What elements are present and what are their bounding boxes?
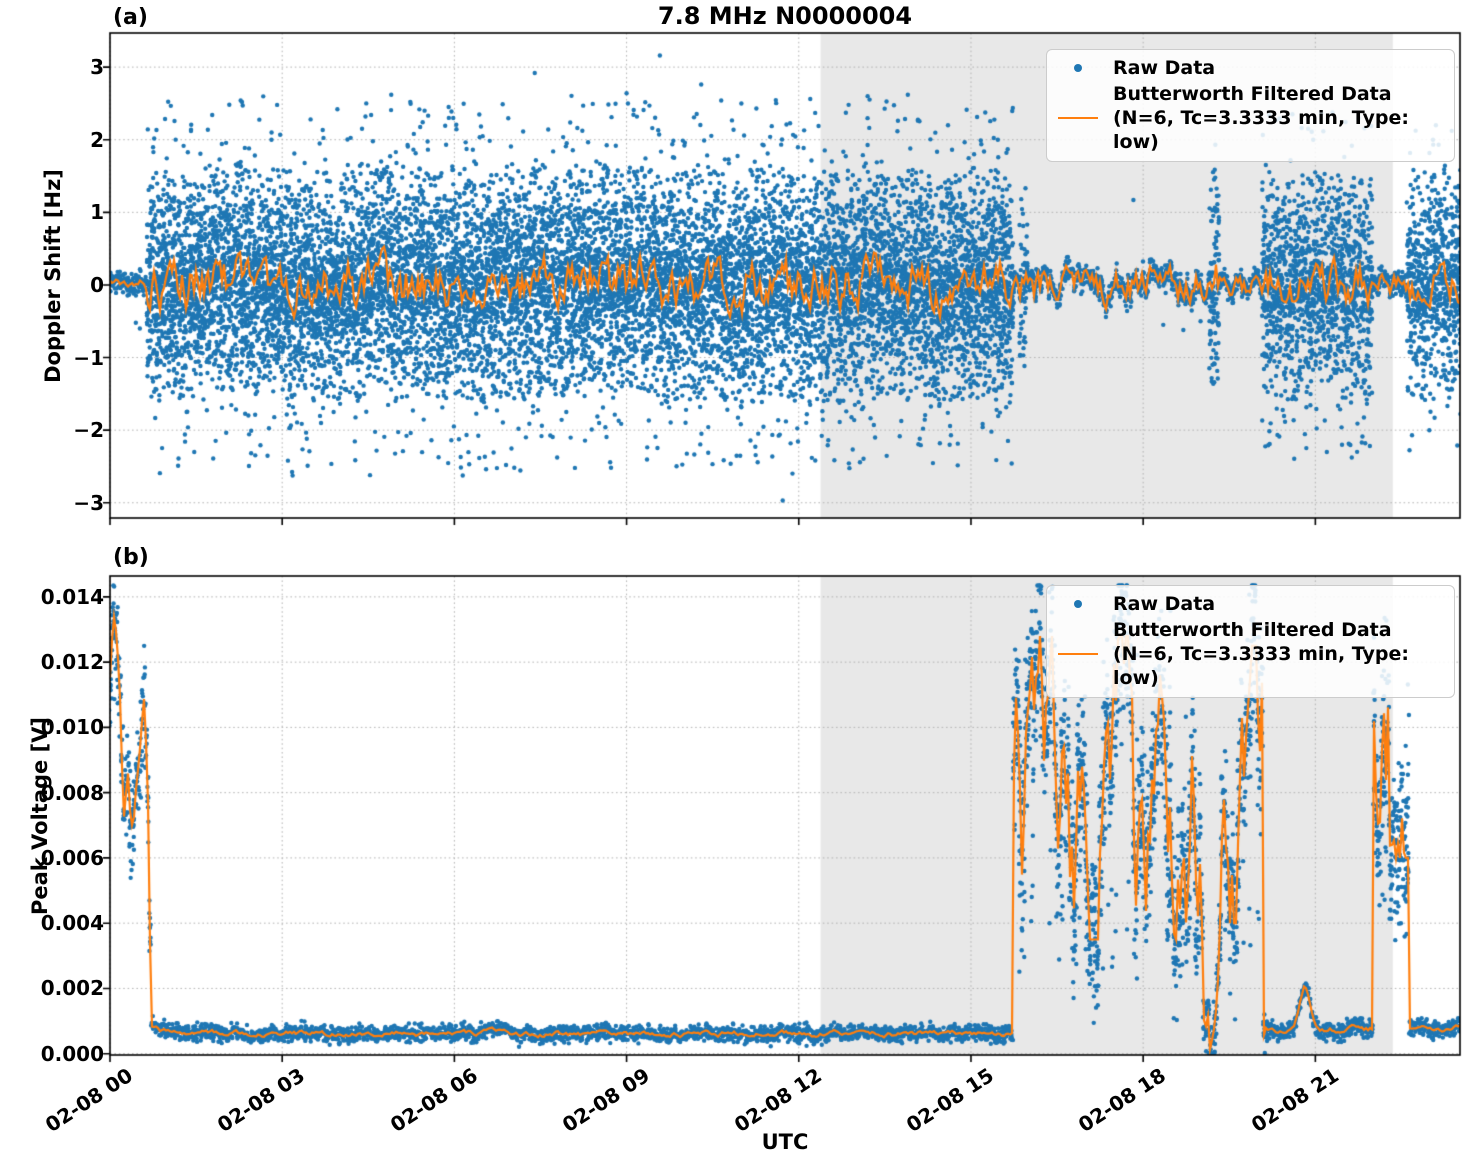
y-axis-label-voltage: Peak Voltage [V] — [28, 716, 52, 916]
legend-filtered-sublabel: (N=6, Tc=3.3333 min, Type: low) — [1113, 107, 1409, 153]
y-tick-label: −1 — [73, 345, 104, 370]
y-tick-label: 0.014 — [40, 584, 104, 609]
x-axis-label: UTC — [761, 1130, 809, 1154]
y-tick-label: 0.008 — [40, 780, 104, 805]
legend-panel-b: Raw Data Butterworth Filtered Data (N=6,… — [1046, 585, 1455, 698]
y-tick-label: 0.006 — [40, 845, 104, 870]
filtered-line-marker — [1055, 117, 1101, 119]
y-tick-label: 0.004 — [40, 911, 104, 936]
y-tick-label: 2 — [90, 127, 104, 152]
scatter-dot-icon — [1074, 600, 1082, 608]
figure-title: 7.8 MHz N0000004 — [657, 2, 913, 30]
legend-filtered-sublabel: (N=6, Tc=3.3333 min, Type: low) — [1113, 643, 1409, 689]
y-tick-label: 0.012 — [40, 650, 104, 675]
y-tick-label: 1 — [90, 200, 104, 225]
legend-filtered-label: Butterworth Filtered Data — [1113, 619, 1392, 641]
panel-a-label: (a) — [113, 5, 148, 30]
filtered-line-marker — [1055, 653, 1101, 655]
legend-entry-filtered: Butterworth Filtered Data (N=6, Tc=3.333… — [1055, 618, 1446, 690]
legend-filtered-label: Butterworth Filtered Data — [1113, 83, 1392, 105]
legend-entry-filtered: Butterworth Filtered Data (N=6, Tc=3.333… — [1055, 82, 1446, 154]
y-tick-label: 0.000 — [40, 1041, 104, 1066]
scatter-dot-icon — [1074, 64, 1082, 72]
y-tick-label: 0.002 — [40, 976, 104, 1001]
line-sample-icon — [1058, 653, 1098, 655]
panel-b-label: (b) — [113, 545, 149, 570]
legend-entry-raw: Raw Data — [1055, 592, 1446, 616]
y-tick-label: −2 — [73, 418, 104, 443]
legend-raw-label: Raw Data — [1113, 57, 1216, 79]
y-tick-label: 3 — [90, 55, 104, 80]
legend-entry-raw: Raw Data — [1055, 56, 1446, 80]
legend-panel-a: Raw Data Butterworth Filtered Data (N=6,… — [1046, 49, 1455, 162]
y-tick-label: −3 — [73, 490, 104, 515]
y-tick-label: 0.010 — [40, 715, 104, 740]
raw-data-marker — [1055, 64, 1101, 72]
legend-raw-label: Raw Data — [1113, 593, 1216, 615]
raw-data-marker — [1055, 600, 1101, 608]
line-sample-icon — [1058, 117, 1098, 119]
y-tick-label: 0 — [90, 272, 104, 297]
